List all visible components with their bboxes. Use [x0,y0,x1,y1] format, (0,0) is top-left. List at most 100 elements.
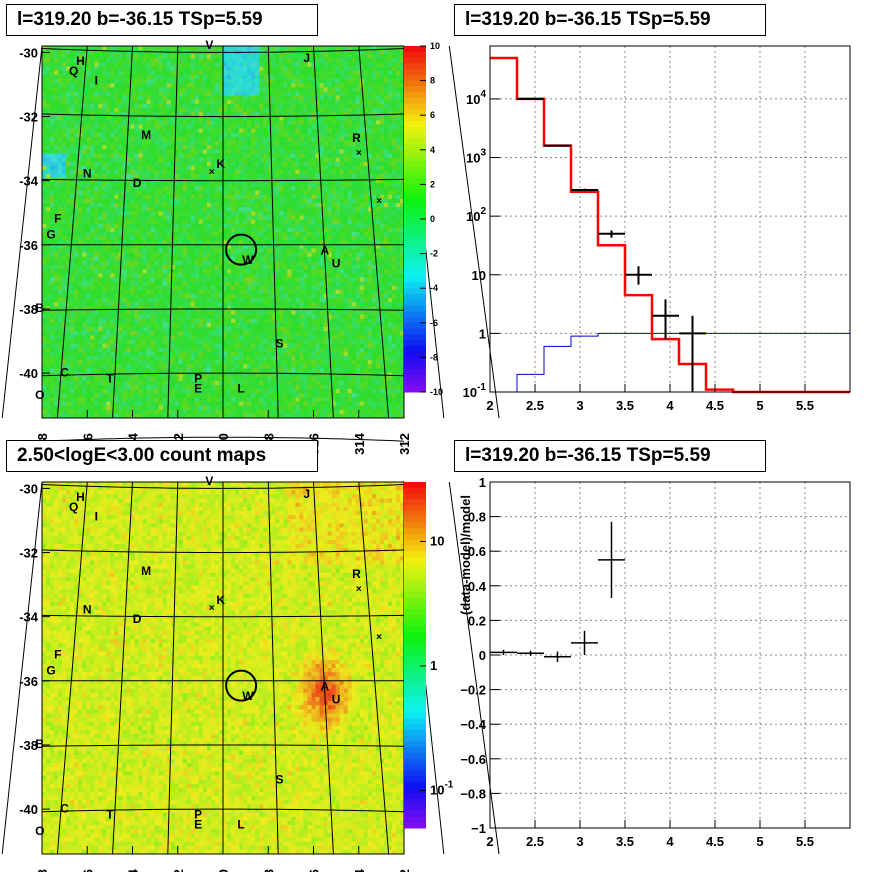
map-pixel [186,401,192,406]
map-pixel [158,343,163,349]
map-pixel [210,285,216,291]
map-pixel [46,182,51,187]
map-pixel [94,62,99,67]
map-pixel [94,149,99,154]
map-pixel [94,128,99,134]
map-pixel [74,62,79,67]
map-pixel [243,153,248,158]
map-pixel [182,310,188,315]
map-pixel [255,149,260,154]
map-pixel [202,161,208,167]
map-pixel [154,335,159,340]
map-pixel [126,397,131,402]
map-pixel [70,165,75,171]
map-pixel [194,116,200,121]
map-pixel [170,62,176,67]
map-pixel [206,116,212,121]
map-pixel [74,203,79,208]
map-pixel [255,302,260,307]
map-pixel [54,207,59,212]
map-pixel [198,265,204,270]
map-pixel [255,244,260,249]
map-pixel [130,66,135,72]
map-pixel [146,66,151,72]
map-pixel [231,318,236,324]
map-pixel [223,372,228,377]
map-pixel [190,116,196,121]
map-pixel [146,227,151,233]
map-pixel [190,198,196,204]
map-pixel [86,273,91,278]
map-pixel [154,256,159,262]
map-pixel [66,289,71,295]
map-pixel [190,215,196,220]
map-pixel [243,141,248,146]
map-pixel [122,273,127,278]
map-pixel [106,298,111,303]
map-pixel [174,376,180,382]
map-pixel [162,260,167,266]
map-pixel [162,165,167,171]
map-pixel [42,99,47,105]
map-pixel [98,120,103,125]
map-pixel [243,322,248,328]
map-pixel [162,302,167,307]
map-pixel [82,136,87,142]
map-pixel [110,310,115,315]
map-pixel [223,190,228,196]
map-pixel [110,58,115,63]
map-pixel [42,74,47,80]
map-pixel [70,161,75,167]
map-pixel [70,289,75,295]
map-pixel [82,314,87,320]
map-pixel [130,161,135,167]
map-pixel [214,236,220,241]
map-pixel [166,120,172,125]
map-pixel [122,260,127,266]
map-pixel [86,318,91,324]
map-pixel [110,215,115,220]
map-pixel [243,174,248,179]
map-pixel [251,409,256,415]
map-pixel [154,46,159,51]
map-pixel [94,66,99,72]
map-pixel [114,310,119,315]
map-pixel [50,269,55,274]
map-pixel [82,103,87,109]
map-pixel [158,372,163,377]
map-pixel [106,306,111,311]
map-pixel [150,141,155,146]
map-pixel [259,327,264,332]
map-pixel [118,165,123,171]
map-pixel [227,149,232,154]
map-pixel [126,186,131,191]
map-pixel [202,389,208,394]
map-pixel [130,252,135,258]
map-pixel [259,182,264,187]
map-pixel [243,157,248,163]
map-pixel [66,298,71,303]
map-pixel [58,240,63,245]
map-pixel [190,95,196,101]
map-pixel [94,277,99,282]
map-pixel [182,331,188,336]
map-pixel [58,327,63,332]
map-pixel [235,314,240,320]
map-pixel [118,327,123,332]
map-pixel [50,368,55,373]
map-pixel [82,409,87,415]
map-pixel [170,356,176,361]
map-pixel [223,108,228,113]
map-pixel [102,360,107,365]
map-pixel [198,339,204,344]
map-pixel [118,194,123,200]
map-pixel [106,397,111,402]
map-pixel [126,364,131,369]
map-pixel [210,397,216,402]
map-pixel [78,116,83,121]
map-pixel [218,74,224,80]
map-pixel [243,327,248,332]
map-pixel [186,112,192,117]
map-pixel [223,294,228,299]
map-pixel [70,273,75,278]
